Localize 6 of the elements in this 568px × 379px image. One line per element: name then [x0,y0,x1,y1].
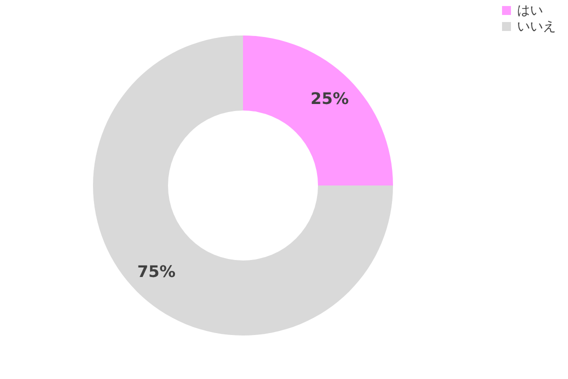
data-label: 75% [137,262,176,282]
donut-slice [93,36,393,336]
legend-label: いいえ [517,20,556,34]
donut-slice [243,36,393,186]
data-label: 25% [310,88,349,108]
legend-label: はい [517,4,543,18]
